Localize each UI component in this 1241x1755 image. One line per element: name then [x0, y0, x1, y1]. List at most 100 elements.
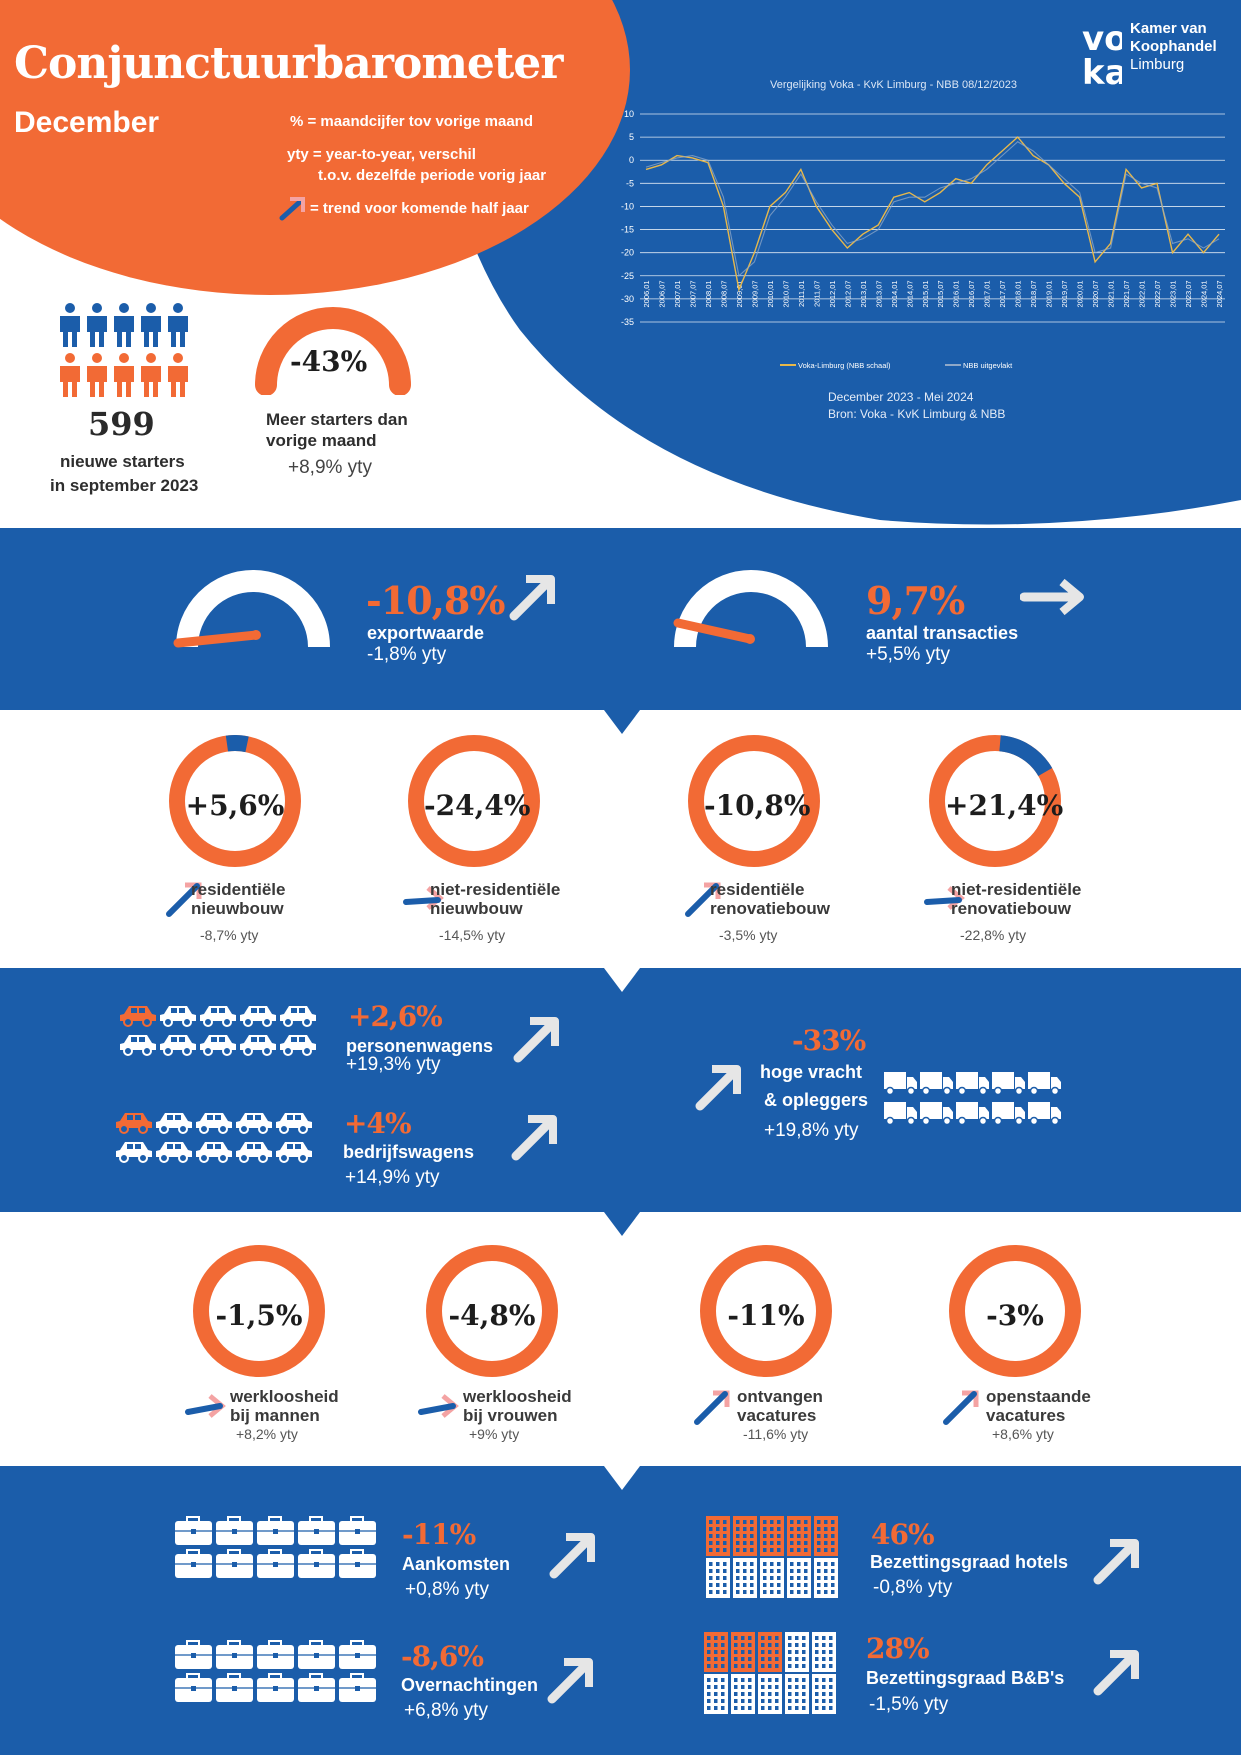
building-icon — [758, 1632, 782, 1672]
chart-xtick-label: 2008,01 — [704, 280, 713, 307]
labour-pct: -4,8% — [448, 1299, 536, 1332]
chart-xtick-label: 2018,01 — [1014, 280, 1023, 307]
starters-gauge — [255, 307, 411, 395]
chart-xtick-label: 2020,01 — [1076, 280, 1085, 307]
suitcase-icon — [298, 1640, 335, 1669]
chart-xtick-label: 2012,07 — [843, 280, 852, 307]
truck-icon — [920, 1102, 953, 1126]
truck-icon — [1028, 1102, 1061, 1126]
suitcase-icon — [339, 1640, 376, 1669]
building-icon — [814, 1516, 838, 1556]
truck-icon — [956, 1102, 989, 1126]
car-icon — [240, 1035, 276, 1056]
suitcase-icon — [339, 1516, 376, 1545]
person-icon — [168, 353, 188, 397]
labour-label-line2: bij vrouwen — [463, 1406, 558, 1425]
bnb-trend-arrow-icon — [1093, 1650, 1139, 1696]
construction-trend-arrow-icon — [685, 882, 721, 917]
labour-pct: -3% — [986, 1299, 1044, 1332]
bnb-label: Bezettingsgraad B&B's — [866, 1668, 1065, 1688]
arrivals-label: Aankomsten — [402, 1554, 511, 1574]
building-icon — [731, 1632, 755, 1672]
transactions-gauge — [673, 570, 828, 648]
construction-pct: +21,4% — [945, 789, 1064, 822]
chart-ytick-label: -35 — [621, 317, 634, 327]
arrivals-yty: +0,8% yty — [405, 1579, 489, 1600]
legend-yty-2: t.o.v. dezelfde periode vorig jaar — [318, 167, 547, 184]
chart-xtick-label: 2008,07 — [719, 280, 728, 307]
month-label: December — [14, 106, 160, 139]
construction-yty: -14,5% yty — [439, 927, 506, 943]
truck-icon — [920, 1072, 953, 1096]
labour-ring: -4,8% — [426, 1245, 558, 1377]
chart-xtick-label: 2014,07 — [905, 280, 914, 307]
construction-ring: -10,8% — [688, 735, 820, 867]
hotels-trend-arrow-icon — [1093, 1539, 1139, 1585]
car-icon — [120, 1035, 156, 1056]
suitcase-icon — [257, 1640, 294, 1669]
chart-xtick-label: 2023,01 — [1169, 280, 1178, 307]
starters-count: 599 — [88, 405, 155, 443]
chart-legend-label: Voka-Limburg (NBB schaal) — [798, 361, 891, 370]
labour-trend-arrow-icon — [185, 1394, 226, 1418]
suitcase-icon — [257, 1673, 294, 1702]
construction-label: residentiële renovatiebouw — [710, 880, 830, 918]
car-icon — [276, 1113, 312, 1134]
person-icon — [168, 303, 188, 347]
chart-xtick-label: 2017,07 — [998, 280, 1007, 307]
chart-caption-2: Bron: Voka - KvK Limburg & NBB — [828, 407, 1006, 421]
chart-xtick-label: 2009,07 — [750, 280, 759, 307]
chart-xtick-label: 2022,07 — [1153, 280, 1162, 307]
construction-yty: -22,8% yty — [960, 927, 1027, 943]
building-icon — [787, 1558, 811, 1598]
tourism-notch — [604, 1466, 640, 1490]
labour-label-line2: vacatures — [986, 1406, 1066, 1425]
people-icon-grid — [60, 303, 188, 397]
truck-icon — [992, 1072, 1025, 1096]
construction-trend-arrow-icon — [403, 886, 444, 910]
chart-ytick-label: -25 — [621, 271, 634, 281]
suitcase-icon-grid-arrivals — [175, 1516, 376, 1578]
chart-xtick-label: 2011,01 — [797, 280, 806, 307]
suitcase-icon — [175, 1549, 212, 1578]
starters-label1: nieuwe starters — [60, 452, 185, 471]
cars-pct: +2,6% — [348, 1000, 443, 1033]
suitcase-icon — [298, 1549, 335, 1578]
construction-ring-arc — [225, 735, 249, 753]
chart-xtick-label: 2024,01 — [1200, 280, 1209, 307]
suitcase-icon — [298, 1673, 335, 1702]
logo-line1: Kamer van — [1130, 20, 1207, 37]
chart-ytick-label: 5 — [629, 132, 634, 142]
labour-pct: -11% — [727, 1299, 805, 1332]
construction-label-line1: residentiële — [710, 880, 805, 899]
chart-xtick-label: 2012,01 — [828, 280, 837, 307]
chart-ytick-label: 0 — [629, 155, 634, 165]
vans-pct: +4% — [344, 1107, 412, 1140]
arrivals-pct: -11% — [402, 1518, 476, 1551]
car-icon — [276, 1142, 312, 1163]
starters-desc1: Meer starters dan — [266, 410, 408, 429]
car-icon — [236, 1113, 272, 1134]
person-icon — [87, 303, 107, 347]
labour-label: ontvangen vacatures — [737, 1387, 823, 1425]
header-background — [0, 0, 1241, 525]
labour-label-line1: ontvangen — [737, 1387, 823, 1406]
trade-notch — [604, 710, 640, 734]
labour-label: werkloosheid bij vrouwen — [463, 1387, 572, 1425]
chart-xtick-label: 2010,01 — [766, 280, 775, 307]
construction-label-line1: niet-residentiële — [951, 880, 1082, 899]
cars-trend-arrow-icon — [513, 1017, 559, 1063]
building-icon — [706, 1558, 730, 1598]
building-icon — [812, 1632, 836, 1672]
person-icon — [60, 303, 80, 347]
building-icon — [758, 1674, 782, 1714]
construction-label-line1: residentiële — [191, 880, 286, 899]
labour-yty: +9% yty — [469, 1426, 520, 1442]
page-title: Conjunctuurbarometer — [14, 38, 563, 89]
nights-yty: +6,8% yty — [404, 1700, 488, 1721]
vehicles-notch — [604, 1212, 640, 1236]
labour-trend-arrow-icon — [943, 1390, 979, 1425]
chart-xtick-label: 2009,01 — [735, 280, 744, 307]
car-icon — [160, 1035, 196, 1056]
legend-pct: % = maandcijfer tov vorige maand — [290, 113, 533, 130]
